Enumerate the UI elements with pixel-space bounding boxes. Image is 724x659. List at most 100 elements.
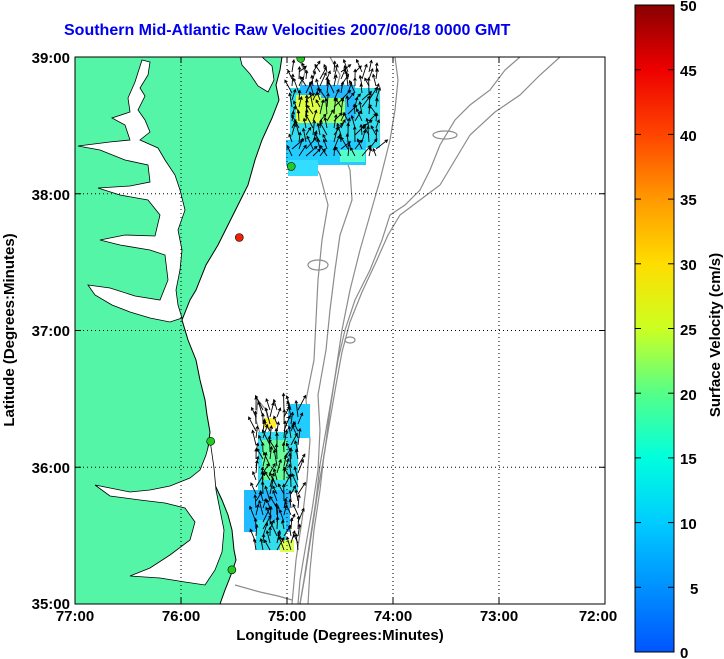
- x-axis-label: Longitude (Degrees:Minutes): [236, 627, 444, 644]
- velocity-arrow: [312, 148, 321, 157]
- y-tick-labels: 39:00 38:00 37:00 36:00 35:00: [32, 50, 70, 613]
- velocity-arrow: [269, 445, 274, 460]
- velocity-arrow: [297, 427, 302, 446]
- velocity-arrow: [326, 92, 330, 108]
- colorbar-tick-label: 40: [680, 128, 697, 145]
- velocity-arrow: [248, 416, 257, 432]
- colorbar-tick-label: 45: [680, 63, 697, 80]
- radar-station-marker: [206, 436, 215, 446]
- velocity-arrow: [297, 453, 306, 467]
- velocity-arrow: [306, 135, 314, 150]
- velocity-arrow: [340, 64, 352, 73]
- velocity-arrow: [298, 144, 307, 157]
- velocity-arrow: [259, 537, 264, 551]
- velocity-arrow: [274, 443, 279, 460]
- velocity-arrow: [334, 146, 342, 157]
- velocity-arrow: [263, 451, 271, 467]
- velocity-arrow: [312, 119, 317, 136]
- velocity-arrow: [319, 121, 328, 136]
- velocity-arrow: [316, 138, 321, 150]
- velocity-arrow: [268, 526, 272, 537]
- velocity-arrow: [301, 62, 307, 73]
- velocity-arrow: [375, 139, 389, 150]
- velocity-arrow: [281, 442, 286, 453]
- velocity-arrow: [269, 495, 278, 509]
- velocity-arrow: [361, 63, 368, 80]
- velocity-arrow: [375, 67, 379, 80]
- velocity-arrow: [368, 67, 374, 80]
- velocity-arrow: [301, 127, 307, 143]
- velocity-arrow: [294, 399, 299, 418]
- y-tick-label: 39:00: [32, 50, 70, 67]
- velocity-arrow: [340, 80, 345, 94]
- radar-station-marker: [296, 57, 306, 63]
- velocity-arrow: [297, 523, 302, 537]
- velocity-arrow: [269, 472, 278, 488]
- colorbar: [634, 4, 675, 653]
- velocity-arrow: [306, 104, 314, 115]
- velocity-arrow: [299, 75, 307, 87]
- velocity-arrow: [291, 88, 297, 101]
- velocity-arrow: [353, 77, 357, 87]
- velocity-arrow: [375, 119, 380, 129]
- velocity-arrow: [323, 116, 328, 129]
- velocity-arrow: [292, 421, 299, 432]
- velocity-arrow: [278, 509, 285, 523]
- velocity-arrow: [269, 505, 273, 523]
- velocity-arrow: [260, 480, 265, 495]
- velocity-arrow: [259, 490, 264, 502]
- velocity-arrow: [316, 122, 321, 136]
- velocity-arrow: [280, 519, 285, 530]
- velocity-arrow: [359, 83, 364, 94]
- velocity-arrow: [333, 74, 338, 87]
- velocity-arrow: [368, 138, 378, 150]
- velocity-arrow: [368, 59, 373, 73]
- velocity-arrow: [343, 112, 349, 122]
- velocity-arrow: [264, 407, 271, 425]
- velocity-arrow: [265, 529, 271, 544]
- velocity-arrow: [291, 59, 296, 73]
- velocity-arrow: [265, 398, 271, 411]
- velocity-arrow: [334, 97, 342, 108]
- velocity-arrow: [333, 88, 340, 101]
- velocity-arrow: [316, 91, 321, 101]
- velocity-arrow: [319, 148, 326, 157]
- x-tick-label: 77:00: [56, 608, 94, 625]
- velocity-arrow: [327, 78, 335, 94]
- velocity-arrow: [294, 119, 300, 136]
- velocity-arrow: [261, 533, 266, 544]
- velocity-arrow: [366, 77, 371, 94]
- velocity-arrow: [272, 449, 278, 467]
- velocity-arrow: [355, 58, 363, 73]
- velocity-arrow: [287, 524, 292, 537]
- velocity-arrow: [366, 125, 370, 143]
- velocity-arrow: [290, 411, 295, 425]
- velocity-arrow: [333, 126, 339, 143]
- velocity-arrow: [354, 139, 363, 150]
- velocity-arrow: [305, 145, 318, 157]
- velocity-arrow: [304, 69, 309, 80]
- velocity-arrow: [375, 86, 381, 101]
- velocity-arrow: [294, 533, 299, 551]
- tick-marks: [74, 56, 606, 605]
- velocity-arrow: [372, 147, 377, 157]
- velocity-arrow: [319, 99, 325, 115]
- velocity-arrow: [347, 143, 351, 157]
- colorbar-tick-label: 30: [680, 257, 697, 274]
- velocity-arrow: [277, 532, 285, 544]
- velocity-arrow: [267, 435, 272, 453]
- velocity-arrow: [308, 81, 314, 94]
- velocity-arrow: [364, 77, 370, 87]
- velocity-arrow: [356, 138, 363, 150]
- velocity-arrow: [368, 147, 373, 157]
- velocity-arrow: [368, 103, 377, 115]
- velocity-arrow: [345, 95, 350, 108]
- velocity-arrow: [272, 489, 278, 502]
- velocity-arrow: [287, 425, 292, 439]
- velocity-arrow: [332, 60, 337, 73]
- velocity-arrow: [294, 448, 299, 460]
- velocity-arrow: [319, 71, 327, 87]
- velocity-arrow: [340, 97, 345, 115]
- velocity-arrow: [298, 65, 308, 73]
